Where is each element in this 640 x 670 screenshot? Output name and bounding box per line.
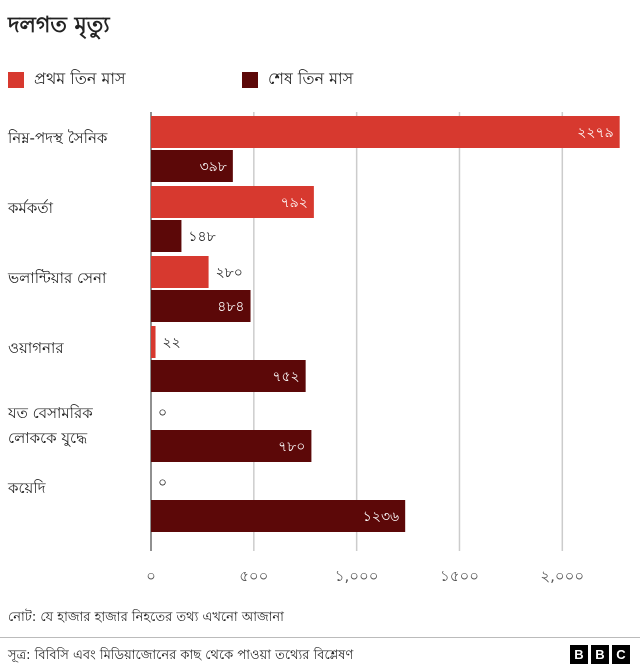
data-label: ২২: [163, 335, 181, 351]
category-label: কয়েদি: [7, 479, 47, 497]
bar-chart: ০ ৫০০ ১,০০০ ১৫০০ ২,০০০ নিম্ন-পদস্থ সৈনিক ২২৭৯ ৩…: [7, 112, 620, 585]
bar: [151, 116, 620, 148]
data-label: ৭৮০: [278, 439, 305, 455]
x-tick-label: ৫০০: [239, 567, 268, 585]
bar: [151, 186, 314, 218]
category-label: ভলান্টিয়ার সেনা: [7, 269, 107, 287]
data-label: ০: [158, 475, 167, 491]
bbc-logo: B B C: [570, 645, 630, 664]
data-label: ৩৯৮: [200, 159, 227, 175]
bar: [151, 256, 209, 288]
x-tick-label: ০: [146, 567, 156, 585]
bar: [151, 430, 312, 462]
category-label: লোককে যুদ্ধে: [8, 429, 88, 447]
bar: [151, 500, 406, 532]
bar: [151, 326, 156, 358]
data-label: ২২৭৯: [577, 125, 613, 141]
data-label: ১৪৮: [188, 229, 215, 245]
legend-label-first-three-months: প্রথম তিন মাস: [34, 69, 126, 88]
x-tick-label: ১৫০০: [440, 567, 479, 585]
category-label: ওয়াগনার: [8, 339, 64, 357]
data-label: ২৮০: [216, 265, 243, 281]
data-label: ৪৮৪: [217, 299, 244, 315]
legend-swatch-last-three-months: [242, 71, 258, 88]
bar: [151, 290, 251, 322]
bar: [151, 360, 306, 392]
bbc-logo-letter: B: [591, 645, 609, 664]
category-label: কর্মকর্তা: [7, 199, 54, 217]
bbc-logo-letter: B: [570, 645, 588, 664]
legend-label-last-three-months: শেষ তিন মাস: [268, 69, 354, 88]
bar: [151, 150, 233, 182]
data-label: ১২৩৬: [363, 509, 399, 525]
chart-title: দলগত মৃত্যু: [8, 13, 110, 38]
source-divider: [0, 637, 640, 638]
data-label: ৭৯২: [281, 195, 308, 211]
category-label: যত বেসামরিক: [7, 404, 93, 422]
x-tick-label: ১,০০০: [335, 567, 379, 585]
x-tick-label: ২,০০০: [540, 567, 584, 585]
legend: প্রথম তিন মাস শেষ তিন মাস: [0, 66, 640, 90]
data-label: ৭৫২: [272, 369, 299, 385]
data-label: ০: [158, 405, 167, 421]
bar: [151, 220, 182, 252]
bbc-logo-letter: C: [612, 645, 630, 664]
chart-note: নোট: যে হাজার হাজার নিহতের তথ্য এখনো আজা…: [8, 610, 284, 625]
category-label: নিম্ন-পদস্থ সৈনিক: [7, 129, 108, 147]
legend-item-last-three-months: শেষ তিন মাস: [242, 66, 353, 93]
legend-item-first-three-months: প্রথম তিন মাস: [8, 66, 126, 93]
chart-source: সূত্র: বিবিসি এবং মিডিয়াজোনের কাছ থেকে …: [8, 648, 354, 663]
legend-swatch-first-three-months: [8, 71, 24, 88]
